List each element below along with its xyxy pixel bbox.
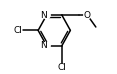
Circle shape <box>84 12 91 19</box>
Text: N: N <box>40 11 47 20</box>
Text: Cl: Cl <box>57 63 66 73</box>
Circle shape <box>43 42 50 49</box>
Text: N: N <box>40 41 47 50</box>
Circle shape <box>43 12 50 19</box>
Text: O: O <box>84 11 91 20</box>
Text: Cl: Cl <box>13 26 22 35</box>
